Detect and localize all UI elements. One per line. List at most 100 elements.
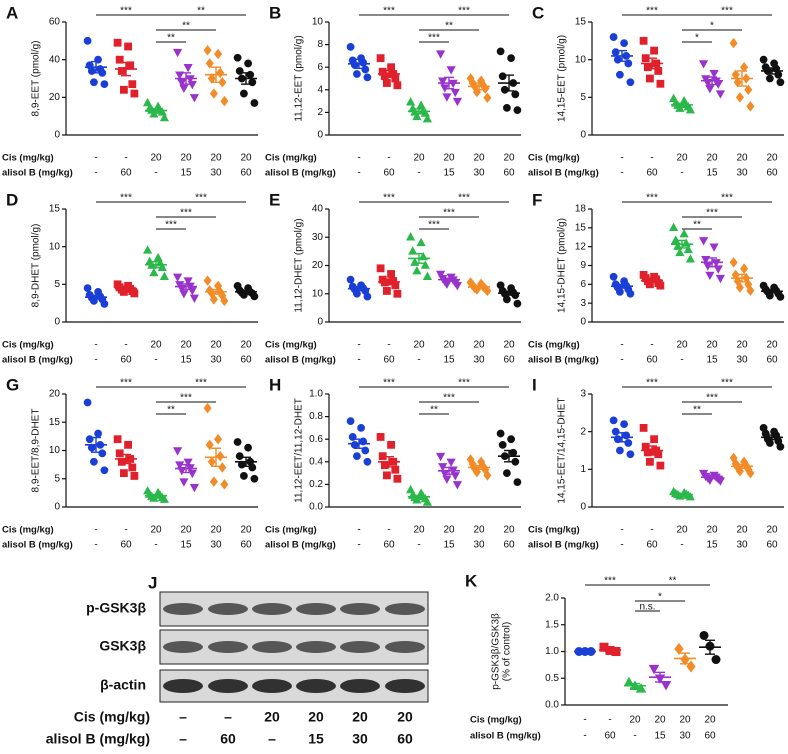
data-point <box>729 37 738 49</box>
data-point <box>675 103 685 112</box>
x-tick-label: 60 <box>120 355 132 366</box>
y-axis-label: 8,9-DHET (pmol/g) <box>31 224 42 308</box>
x-tick-label: 30 <box>473 540 485 551</box>
x-tick-label: - <box>417 540 420 551</box>
data-point <box>613 55 622 64</box>
x-tick-label: - <box>124 340 127 351</box>
y-tick-label: 2 <box>317 107 323 118</box>
x-tick-label: 20 <box>676 340 688 351</box>
y-tick-label: 5 <box>54 279 60 290</box>
blot-band <box>296 679 336 693</box>
blot-band <box>385 603 425 615</box>
x-row-label: Cis (mg/kg) <box>528 525 580 536</box>
data-point <box>159 112 169 122</box>
x-tick-label: 60 <box>383 540 395 551</box>
data-point <box>412 266 422 275</box>
data-point <box>616 70 624 79</box>
x-tick-label: 20 <box>240 340 252 351</box>
y-tick-label: 0 <box>580 502 586 513</box>
data-point <box>98 449 107 458</box>
significance-label: *** <box>383 378 395 389</box>
y-tick-label: 8 <box>317 39 323 50</box>
data-point <box>189 484 199 493</box>
data-point <box>149 267 159 277</box>
y-tick-label: 2.0 <box>545 593 559 604</box>
data-point <box>159 494 169 503</box>
data-point <box>609 272 618 281</box>
y-tick-label: 3 <box>580 298 586 309</box>
x-tick-label: 20 <box>629 715 641 726</box>
y-tick-label: 15 <box>49 204 61 215</box>
x-tick-label: - <box>417 168 420 179</box>
x-tick-label: - <box>124 525 127 536</box>
x-tick-label: 20 <box>413 153 425 164</box>
x-tick-label: - <box>650 525 653 536</box>
data-point <box>149 493 159 502</box>
x-tick-label: - <box>608 715 611 726</box>
data-point <box>609 416 618 425</box>
data-point <box>128 80 137 89</box>
significance-label: * <box>658 592 662 603</box>
data-point <box>250 292 259 301</box>
data-point <box>660 680 672 691</box>
data-point <box>203 45 212 56</box>
x-tick-label: 60 <box>604 731 616 742</box>
data-point <box>699 60 709 69</box>
blot-band <box>252 603 292 615</box>
x-tick-label: - <box>357 355 360 366</box>
data-point <box>611 427 620 436</box>
data-point <box>507 435 516 444</box>
x-tick-label: 15 <box>443 540 455 551</box>
significance-label: ** <box>182 21 190 32</box>
significance-label: *** <box>428 220 440 231</box>
data-point <box>387 63 396 72</box>
data-point <box>124 42 132 51</box>
data-point <box>359 58 368 67</box>
data-point <box>709 70 719 79</box>
data-point <box>83 284 92 293</box>
data-point <box>149 109 159 118</box>
x-tick-label: 30 <box>473 168 485 179</box>
data-point <box>679 228 689 238</box>
y-tick-label: 1 <box>580 464 586 475</box>
significance-label: *** <box>458 193 470 204</box>
data-point <box>436 270 446 280</box>
data-point <box>233 438 242 446</box>
x-row-label: Cis (mg/kg) <box>2 340 54 351</box>
x-tick-label: - <box>357 168 360 179</box>
data-point <box>422 271 432 281</box>
data-point <box>699 237 709 246</box>
data-point <box>120 469 128 478</box>
blot-band <box>163 603 203 615</box>
data-point <box>183 458 193 467</box>
x-tick-label: - <box>387 340 390 351</box>
y-tick-label: 12 <box>575 241 587 252</box>
data-point <box>363 292 372 301</box>
data-point <box>616 287 624 296</box>
data-point <box>391 465 400 474</box>
significance-label: ** <box>197 6 205 17</box>
data-point <box>446 458 456 467</box>
data-point <box>643 63 652 72</box>
data-point <box>442 93 452 102</box>
x-tick-label: 60 <box>120 540 132 551</box>
x-tick-label: 30 <box>679 731 691 742</box>
data-point <box>650 46 659 55</box>
data-point <box>513 106 522 115</box>
data-point <box>624 439 633 447</box>
blot-band <box>296 641 336 653</box>
panel-letter: B <box>269 3 281 22</box>
y-tick-label: 4 <box>317 84 323 95</box>
data-point <box>220 479 229 490</box>
x-tick-label: 20 <box>150 153 162 164</box>
data-point <box>391 74 400 83</box>
data-point <box>376 54 385 63</box>
y-tick-label: 20 <box>49 92 61 103</box>
data-point <box>113 435 122 444</box>
x-tick-label: 60 <box>503 168 515 179</box>
x-tick-label: 15 <box>654 731 666 742</box>
x-tick-label: 20 <box>676 153 688 164</box>
x-tick-label: 60 <box>383 168 395 179</box>
x-tick-label: - <box>680 355 683 366</box>
data-point <box>94 429 102 438</box>
